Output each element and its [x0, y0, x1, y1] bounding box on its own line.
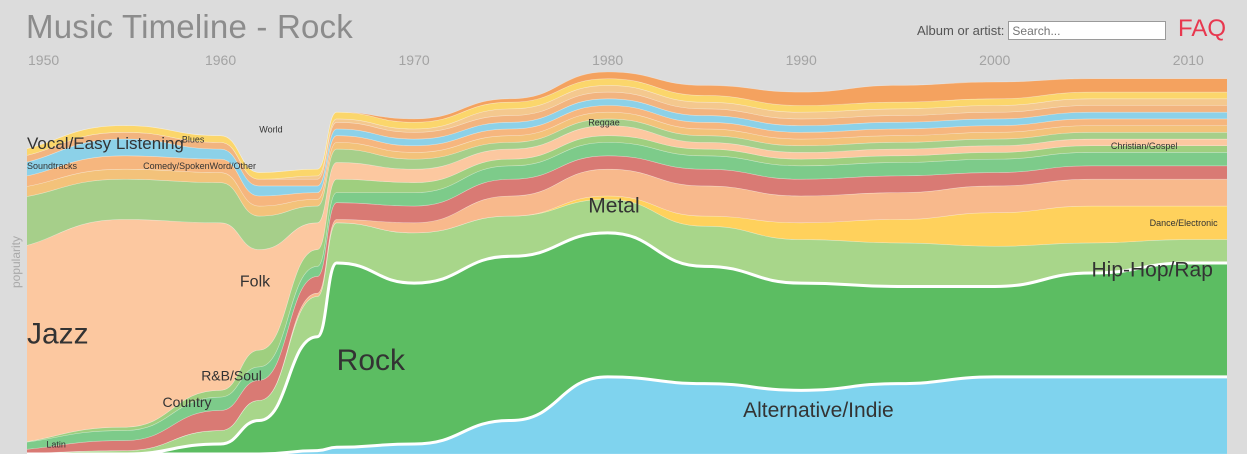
- layer-reggae[interactable]: [0, 85, 1247, 180]
- page-title: Music Timeline - Rock: [26, 8, 353, 45]
- x-tick-2000: 2000: [979, 52, 1011, 68]
- genre-label-0: Jazz: [27, 317, 89, 350]
- x-tick-1970: 1970: [398, 52, 430, 68]
- genre-label-4: Blues: [182, 134, 205, 144]
- genre-label-9: Country: [162, 394, 211, 410]
- layer-dance-electronic[interactable]: [0, 72, 1247, 173]
- genre-label-10: Latin: [46, 439, 66, 449]
- layer-metal[interactable]: [0, 168, 1247, 454]
- layer-world[interactable]: [0, 91, 1247, 187]
- layer-christian-gospel[interactable]: [0, 78, 1247, 180]
- genre-labels: Jazz Vocal/Easy Listening Soundtracks Comed…: [27, 118, 1218, 450]
- genre-label-2: Soundtracks: [27, 161, 78, 171]
- x-axis: 1950 1960 1970 1980 1990 2000 2010: [0, 52, 1247, 72]
- rock-outline-top: [27, 231, 1227, 454]
- genre-label-16: Dance/Electronic: [1150, 218, 1219, 228]
- x-tick-2010: 2010: [1172, 52, 1204, 68]
- layer-comedy-spoken-word-other[interactable]: [0, 105, 1247, 207]
- layer-country[interactable]: [0, 142, 1247, 450]
- layer-vocal-easy-listening[interactable]: [0, 118, 1247, 250]
- genre-label-11: Rock: [337, 344, 406, 377]
- genre-label-14: Alternative/Indie: [743, 399, 894, 422]
- genre-label-1: Vocal/Easy Listening: [27, 134, 184, 153]
- layer-jazz[interactable]: [0, 125, 1247, 444]
- layer-blues[interactable]: [0, 98, 1247, 197]
- x-tick-1980: 1980: [592, 52, 624, 68]
- genre-label-13: Hip-Hop/Rap: [1092, 258, 1213, 281]
- search-label: Album or artist:: [917, 23, 1005, 38]
- genre-label-12: Metal: [588, 195, 639, 218]
- rock-outline-bottom: [27, 375, 1227, 454]
- stream-layers: [0, 72, 1247, 454]
- genre-label-5: World: [259, 124, 282, 134]
- genre-label-6: Reggae: [588, 118, 620, 128]
- search-bar: Album or artist:: [917, 21, 1167, 40]
- x-tick-1950: 1950: [28, 52, 60, 68]
- genre-label-8: R&B/Soul: [201, 367, 262, 383]
- x-tick-1990: 1990: [785, 52, 817, 68]
- genre-label-7: Folk: [240, 273, 271, 290]
- genre-label-15: Christian/Gospel: [1111, 141, 1178, 151]
- genre-label-3: Comedy/SpokenWord/Other: [143, 161, 256, 171]
- layer-folk[interactable]: [0, 135, 1247, 444]
- layer-soundtracks[interactable]: [0, 111, 1247, 217]
- faq-link[interactable]: FAQ: [1178, 15, 1227, 42]
- x-tick-1960: 1960: [204, 52, 237, 68]
- rock-highlight: [27, 231, 1227, 454]
- search-input[interactable]: [1008, 21, 1167, 40]
